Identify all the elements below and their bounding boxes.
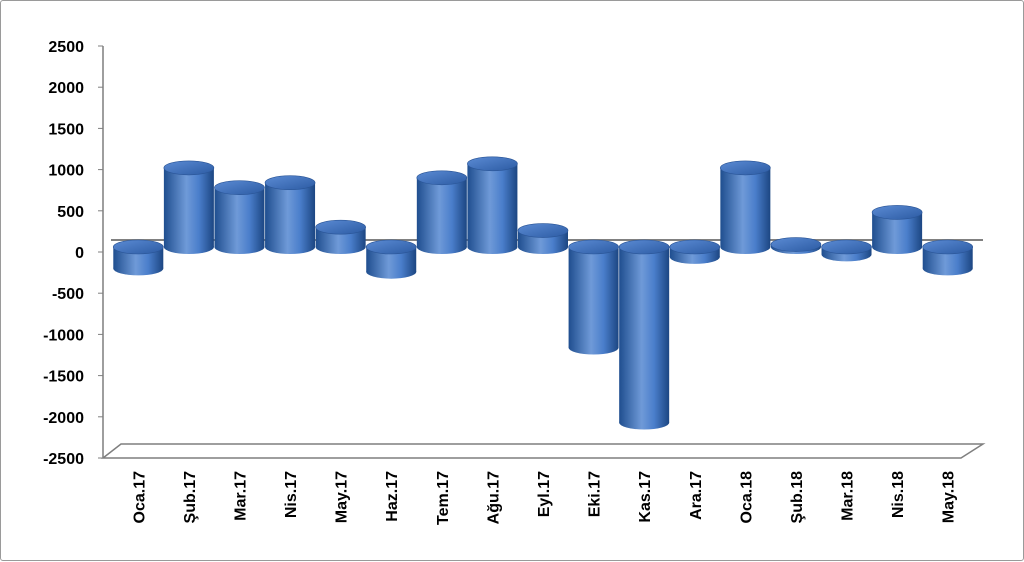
x-tick-label: Şub.18 [789, 471, 806, 524]
x-tick-label: Mar.18 [840, 471, 857, 521]
bar-bottom-cap [113, 261, 164, 276]
bar-bottom-cap [416, 240, 467, 254]
y-tick-label: 2000 [48, 80, 84, 97]
bar-bottom-cap [518, 240, 568, 254]
bar-body [163, 167, 214, 247]
x-tick-label: May.17 [334, 471, 351, 523]
bar-top-cap [669, 239, 721, 255]
bar-bottom-cap [214, 240, 265, 254]
bar-bottom-cap [366, 264, 417, 279]
chart-floor [100, 443, 986, 459]
x-tick-label: Şub.17 [182, 471, 199, 524]
x-tick-label: Eki.17 [587, 471, 604, 517]
bar-top-cap [720, 160, 771, 176]
bar [315, 219, 366, 254]
y-tick-label: 1000 [48, 163, 84, 180]
y-tick-label: -500 [52, 286, 84, 303]
bar-bottom-cap [315, 240, 366, 254]
y-tick-label: 1500 [48, 121, 84, 138]
bar-bottom-cap [568, 340, 619, 355]
bar-body [720, 167, 771, 247]
bar-bottom-cap [872, 240, 923, 254]
bar-body [214, 187, 265, 247]
bar [163, 160, 215, 254]
bar [214, 180, 265, 254]
bar [922, 239, 974, 276]
x-tick-label: Oca.18 [738, 471, 755, 524]
bar [720, 160, 771, 254]
bar-top-cap [770, 237, 822, 252]
y-tick-label: -1000 [43, 327, 84, 344]
bar-top-cap [416, 170, 468, 186]
x-tick-label: Ara.17 [688, 471, 705, 520]
bar-body [619, 247, 670, 423]
bar-top-cap [821, 239, 872, 255]
bar-bottom-cap [467, 240, 518, 254]
x-tick-label: Eyl.17 [536, 471, 553, 517]
bar-bottom-cap [265, 240, 316, 254]
x-tick-label: Mar.17 [232, 471, 249, 521]
bar-bottom-cap [163, 240, 214, 254]
bar [517, 223, 569, 254]
x-tick-label: Tem.17 [435, 471, 452, 525]
bar-bottom-cap [669, 249, 720, 264]
bar-top-cap [467, 156, 518, 172]
bar-top-cap [315, 219, 366, 235]
bar-body [467, 163, 518, 247]
bar-bottom-cap [922, 261, 973, 276]
bar-bottom-cap [720, 240, 771, 254]
y-tick-label: 0 [75, 245, 84, 262]
x-tick-label: Ağu.17 [485, 471, 502, 524]
bar-top-cap [922, 239, 974, 255]
bar [871, 205, 923, 254]
bar-top-cap [112, 239, 164, 255]
bar-top-cap [365, 239, 417, 255]
y-tick-label: -2000 [43, 410, 84, 427]
y-tick-label: -1500 [43, 369, 84, 386]
bar-top-cap [264, 175, 316, 191]
bar [264, 175, 316, 254]
bar-body [265, 182, 316, 247]
bar-bottom-cap [619, 415, 670, 430]
bar [416, 170, 468, 254]
labels: 2500 2000 1500 1000 500 0 -500 -1000 -1500 -2000 -… [43, 39, 958, 525]
bars [112, 156, 974, 430]
bar [821, 239, 872, 262]
bar [365, 239, 417, 279]
y-tick-label: -2500 [43, 451, 84, 468]
bar [467, 156, 518, 254]
bar [112, 239, 164, 276]
x-tick-label: Kas.17 [637, 471, 654, 523]
y-tick-label: 2500 [48, 39, 84, 56]
bar-body [568, 247, 619, 348]
bar [770, 237, 822, 254]
bar-top-cap [517, 223, 569, 238]
x-tick-label: May.18 [941, 471, 958, 523]
bar-top-cap [214, 180, 265, 195]
x-tick-label: Oca.17 [131, 471, 148, 524]
x-tick-label: Haz.17 [384, 471, 401, 522]
bar-top-cap [618, 239, 670, 255]
x-tick-label: Nis.18 [890, 471, 907, 518]
bar-top-cap [163, 160, 215, 176]
bar [618, 239, 670, 430]
bar-top-cap [568, 239, 619, 255]
bar-body [416, 177, 467, 247]
bar-top-cap [871, 205, 923, 220]
bar [669, 239, 721, 264]
x-tick-label: Nis.17 [283, 471, 300, 518]
y-tick-label: 500 [57, 204, 84, 221]
bar [568, 239, 619, 355]
